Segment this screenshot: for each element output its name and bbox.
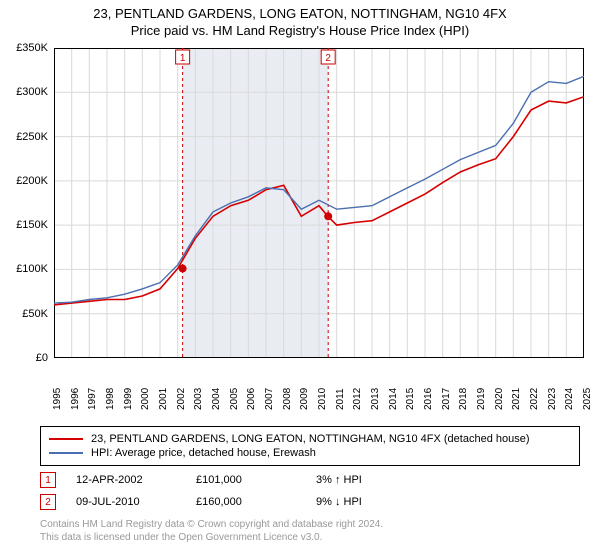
x-tick-label: 2025 [582,388,593,410]
chart-plot: 12 [54,48,584,358]
page-title-1: 23, PENTLAND GARDENS, LONG EATON, NOTTIN… [0,6,600,21]
x-tick-label: 2020 [494,388,505,410]
marker-badge-1: 1 [40,472,56,488]
legend-swatch-hpi [49,452,83,454]
x-tick-label: 2022 [529,388,540,410]
x-tick-label: 1995 [52,388,63,410]
y-tick-label: £300K [16,86,48,98]
x-tick-label: 2013 [370,388,381,410]
y-tick-label: £250K [16,131,48,143]
x-tick-label: 1997 [87,388,98,410]
x-tick-label: 2004 [211,388,222,410]
x-tick-label: 2008 [282,388,293,410]
x-tick-label: 2015 [405,388,416,410]
svg-text:1: 1 [180,53,186,64]
price-chart: £0£50K£100K£150K£200K£250K£300K£350K 12 … [0,38,600,398]
y-tick-label: £100K [16,263,48,275]
x-tick-label: 2007 [264,388,275,410]
svg-text:2: 2 [325,53,331,64]
x-tick-label: 1998 [105,388,116,410]
x-tick-label: 2005 [229,388,240,410]
x-tick-label: 2024 [564,388,575,410]
x-tick-label: 2019 [476,388,487,410]
y-tick-label: £50K [22,308,48,320]
footer-line-2: This data is licensed under the Open Gov… [40,531,580,544]
marker-delta-1: 3% ↑ HPI [316,474,416,486]
x-tick-label: 2003 [193,388,204,410]
x-tick-label: 2009 [299,388,310,410]
x-tick-label: 2010 [317,388,328,410]
x-tick-label: 2006 [246,388,257,410]
chart-legend: 23, PENTLAND GARDENS, LONG EATON, NOTTIN… [40,426,580,466]
x-tick-label: 1999 [123,388,134,410]
sale-markers-table: 1 12-APR-2002 £101,000 3% ↑ HPI 2 09-JUL… [40,472,580,510]
x-tick-label: 2016 [423,388,434,410]
marker-date-1: 12-APR-2002 [76,474,176,486]
x-tick-label: 1996 [70,388,81,410]
x-tick-label: 2023 [547,388,558,410]
footer-attribution: Contains HM Land Registry data © Crown c… [40,518,580,544]
page-title-2: Price paid vs. HM Land Registry's House … [0,23,600,38]
y-tick-label: £200K [16,175,48,187]
marker-price-1: £101,000 [196,474,296,486]
y-tick-label: £350K [16,42,48,54]
x-tick-label: 2017 [441,388,452,410]
x-tick-label: 2021 [511,388,522,410]
legend-swatch-subject [49,438,83,440]
x-tick-label: 2018 [458,388,469,410]
y-tick-label: £0 [36,352,48,364]
legend-label-subject: 23, PENTLAND GARDENS, LONG EATON, NOTTIN… [91,433,530,445]
marker-badge-2: 2 [40,494,56,510]
marker-date-2: 09-JUL-2010 [76,496,176,508]
x-tick-label: 2001 [158,388,169,410]
x-tick-label: 2014 [388,388,399,410]
x-tick-label: 2012 [352,388,363,410]
x-tick-label: 2002 [176,388,187,410]
x-tick-label: 2011 [335,388,346,410]
y-tick-label: £150K [16,219,48,231]
x-tick-label: 2000 [140,388,151,410]
legend-label-hpi: HPI: Average price, detached house, Erew… [91,447,316,459]
footer-line-1: Contains HM Land Registry data © Crown c… [40,518,580,531]
marker-delta-2: 9% ↓ HPI [316,496,416,508]
marker-price-2: £160,000 [196,496,296,508]
